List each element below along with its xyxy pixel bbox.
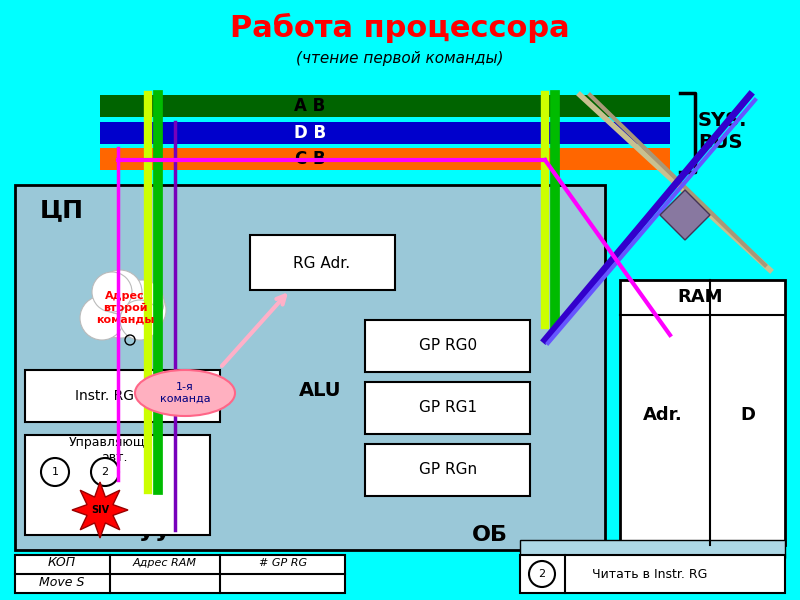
FancyBboxPatch shape [365, 382, 530, 434]
Text: ALU: ALU [298, 380, 342, 400]
FancyBboxPatch shape [25, 370, 220, 422]
FancyBboxPatch shape [100, 148, 670, 170]
Text: Instr. RG: Instr. RG [75, 389, 134, 403]
Text: D: D [741, 406, 755, 424]
Text: 1: 1 [51, 467, 58, 477]
FancyBboxPatch shape [15, 555, 345, 593]
Text: Адрес RAM: Адрес RAM [133, 558, 197, 568]
FancyBboxPatch shape [100, 95, 670, 117]
Circle shape [41, 458, 69, 486]
Text: ЦП: ЦП [40, 198, 84, 222]
FancyBboxPatch shape [365, 444, 530, 496]
Text: УУ: УУ [138, 525, 172, 545]
FancyBboxPatch shape [25, 435, 210, 535]
FancyBboxPatch shape [365, 320, 530, 372]
Text: A B: A B [294, 97, 326, 115]
Text: GP RG1: GP RG1 [419, 401, 477, 415]
Text: Читать в Instr. RG: Читать в Instr. RG [592, 568, 708, 581]
Text: RAM: RAM [678, 288, 722, 306]
Text: D B: D B [294, 124, 326, 142]
Text: 1-я
команда: 1-я команда [160, 382, 210, 404]
Circle shape [120, 300, 160, 340]
Text: 2: 2 [102, 467, 109, 477]
Text: Адрес
второй
команды: Адрес второй команды [96, 292, 154, 325]
Text: C B: C B [294, 150, 326, 168]
FancyBboxPatch shape [520, 540, 785, 558]
Text: Управляющий
авт.: Управляющий авт. [69, 436, 162, 464]
Text: Adr.: Adr. [643, 406, 683, 424]
Circle shape [120, 280, 164, 324]
Text: GP RGn: GP RGn [419, 463, 477, 478]
Circle shape [529, 561, 555, 587]
Text: # GP RG: # GP RG [259, 558, 307, 568]
Polygon shape [72, 482, 128, 538]
Text: SYS.
BUS: SYS. BUS [698, 112, 747, 152]
Text: Move S: Move S [39, 577, 85, 589]
FancyBboxPatch shape [15, 185, 605, 550]
Text: (чтение первой команды): (чтение первой команды) [296, 50, 504, 65]
Text: ОБ: ОБ [472, 525, 508, 545]
Circle shape [92, 282, 148, 338]
Circle shape [80, 296, 124, 340]
Text: GP RG0: GP RG0 [419, 338, 477, 353]
Circle shape [91, 458, 119, 486]
Text: 2: 2 [538, 569, 546, 579]
Ellipse shape [135, 370, 235, 416]
FancyBboxPatch shape [620, 280, 785, 545]
Circle shape [98, 270, 142, 314]
Circle shape [118, 286, 166, 334]
FancyBboxPatch shape [100, 122, 670, 144]
Text: КОП: КОП [48, 557, 76, 569]
Circle shape [92, 272, 132, 312]
Polygon shape [660, 190, 710, 240]
Text: SIV: SIV [91, 505, 109, 515]
FancyBboxPatch shape [520, 555, 785, 593]
Text: RG Adr.: RG Adr. [294, 256, 350, 271]
FancyBboxPatch shape [250, 235, 395, 290]
FancyBboxPatch shape [15, 555, 345, 574]
Text: Работа процессора: Работа процессора [230, 13, 570, 43]
